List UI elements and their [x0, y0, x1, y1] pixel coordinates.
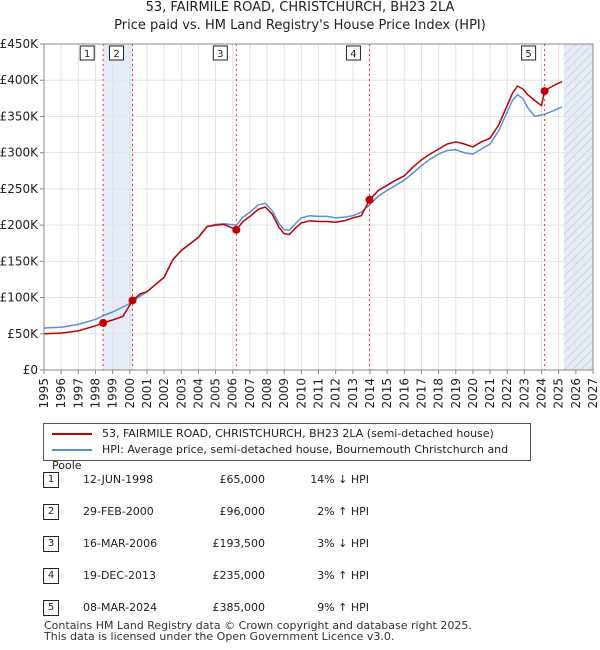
x-tick-label: 2018 — [432, 378, 446, 409]
x-tick-label: 1998 — [88, 378, 102, 409]
legend-label-hpi: HPI: Average price, semi-detached house,… — [52, 443, 509, 472]
x-tick-label: 2000 — [123, 378, 137, 409]
table-row: 4 19-DEC-2013 £235,000 3% ↑ HPI — [43, 568, 443, 586]
legend-swatch-blue — [52, 449, 92, 451]
sale-date: 08-MAR-2024 — [83, 601, 158, 614]
sale-label: 5 — [525, 49, 531, 60]
y-tick-label: £250K — [0, 182, 39, 196]
x-tick-label: 2017 — [414, 378, 428, 409]
sale-date: 16-MAR-2006 — [83, 537, 158, 550]
y-tick-label: £50K — [7, 327, 39, 341]
x-tick-label: 2024 — [535, 378, 549, 409]
sale-hpi-diff: 3% ↑ HPI — [317, 569, 369, 582]
sale-price: £96,000 — [219, 505, 266, 518]
x-tick-label: 2011 — [312, 378, 326, 409]
chart-legend: 53, FAIRMILE ROAD, CHRISTCHURCH, BH23 2L… — [43, 423, 531, 472]
sale-price: £65,000 — [219, 473, 266, 486]
x-tick-label: 2003 — [174, 378, 188, 409]
sale-price: £385,000 — [212, 601, 266, 614]
sale-label-box — [109, 45, 125, 61]
x-tick-label: 2013 — [346, 378, 360, 409]
x-tick-label: 2014 — [363, 378, 377, 409]
sale-point — [128, 296, 137, 305]
x-tick-label: 2027 — [586, 378, 600, 409]
x-tick-label: 2008 — [260, 378, 274, 409]
y-tick-label: £100K — [0, 291, 39, 305]
y-tick-label: £400K — [0, 73, 39, 87]
x-tick-label: 2005 — [209, 378, 223, 409]
x-tick-label: 2021 — [483, 378, 497, 409]
y-tick-label: £150K — [0, 254, 39, 268]
sale-point — [540, 87, 549, 96]
sale-point — [232, 225, 241, 234]
x-tick-label: 2006 — [226, 378, 240, 409]
sale-label: 4 — [350, 49, 356, 60]
sale-number: 3 — [43, 536, 59, 552]
y-tick-label: £300K — [0, 146, 39, 160]
footer-line-copyright: Contains HM Land Registry data © Crown c… — [44, 619, 472, 632]
table-row: 1 12-JUN-1998 £65,000 14% ↓ HPI — [43, 472, 443, 490]
footer-attribution: Contains HM Land Registry data © Crown c… — [44, 620, 472, 642]
sale-hpi-diff: 9% ↑ HPI — [317, 601, 369, 614]
x-tick-label: 2025 — [552, 378, 566, 409]
x-tick-label: 1995 — [37, 378, 51, 409]
x-tick-label: 2020 — [466, 378, 480, 409]
price-chart: 1 2 3 4 5 £0 £50K £100K £150K £200K £250K £300K £35… — [0, 37, 600, 409]
table-row: 5 08-MAR-2024 £385,000 9% ↑ HPI — [43, 600, 443, 618]
y-tick-label: £450K — [0, 37, 39, 51]
sale-price: £235,000 — [212, 569, 266, 582]
sale-label-box — [521, 45, 537, 61]
x-tick-label: 1996 — [54, 378, 68, 409]
y-tick-label: £0 — [23, 363, 38, 377]
table-row: 2 29-FEB-2000 £96,000 2% ↑ HPI — [43, 504, 443, 522]
x-tick-label: 1997 — [71, 378, 85, 409]
x-tick-label: 2004 — [191, 378, 205, 409]
x-tick-label: 2023 — [517, 378, 531, 409]
table-row: 3 16-MAR-2006 £193,500 3% ↓ HPI — [43, 536, 443, 554]
sale-number: 2 — [43, 504, 59, 520]
sale-label: 2 — [113, 49, 119, 60]
legend-entry-property: 53, FAIRMILE ROAD, CHRISTCHURCH, BH23 2L… — [52, 426, 494, 442]
sale-number: 5 — [43, 600, 59, 616]
chart-title: 53, FAIRMILE ROAD, CHRISTCHURCH, BH23 2L… — [145, 0, 455, 15]
x-tick-label: 2015 — [380, 378, 394, 409]
x-tick-label: 2016 — [397, 378, 411, 409]
legend-swatch-red — [52, 433, 92, 435]
sale-point — [99, 318, 108, 327]
x-tick-label: 2026 — [569, 378, 583, 409]
y-tick-label: £200K — [0, 218, 39, 232]
sale-label: 1 — [84, 49, 90, 60]
x-tick-label: 1999 — [106, 378, 120, 409]
x-tick-label: 2010 — [294, 378, 308, 409]
x-tick-label: 2009 — [277, 378, 291, 409]
sale-point — [365, 195, 374, 204]
chart-subtitle: Price paid vs. HM Land Registry's House … — [114, 18, 486, 33]
sale-label-box — [212, 45, 228, 61]
future-hatch — [563, 44, 593, 370]
sale-date: 12-JUN-1998 — [83, 473, 154, 486]
legend-label-property: 53, FAIRMILE ROAD, CHRISTCHURCH, BH23 2L… — [102, 427, 494, 440]
sale-number: 1 — [43, 472, 59, 488]
sale-hpi-diff: 14% ↓ HPI — [310, 473, 369, 486]
x-tick-label: 2002 — [157, 378, 171, 409]
y-tick-label: £350K — [0, 109, 39, 123]
x-tick-label: 2007 — [243, 378, 257, 409]
sale-label: 3 — [217, 49, 223, 60]
sale-hpi-diff: 3% ↓ HPI — [317, 537, 369, 550]
sale-price: £193,500 — [212, 537, 266, 550]
footer-line-license: This data is licensed under the Open Gov… — [44, 630, 395, 643]
sale-date: 29-FEB-2000 — [83, 505, 154, 518]
property-series-line — [43, 81, 563, 335]
sale-label-box — [345, 45, 361, 61]
shaded-period — [103, 44, 133, 370]
sale-date: 19-DEC-2013 — [83, 569, 157, 582]
x-tick-label: 2019 — [449, 378, 463, 409]
sale-hpi-diff: 2% ↑ HPI — [317, 505, 369, 518]
sale-number: 4 — [43, 568, 59, 584]
x-tick-label: 2001 — [140, 378, 154, 409]
x-tick-label: 2022 — [500, 378, 514, 409]
x-tick-label: 2012 — [329, 378, 343, 409]
legend-entry-hpi: HPI: Average price, semi-detached house,… — [52, 442, 530, 472]
sale-label-box — [79, 45, 95, 61]
